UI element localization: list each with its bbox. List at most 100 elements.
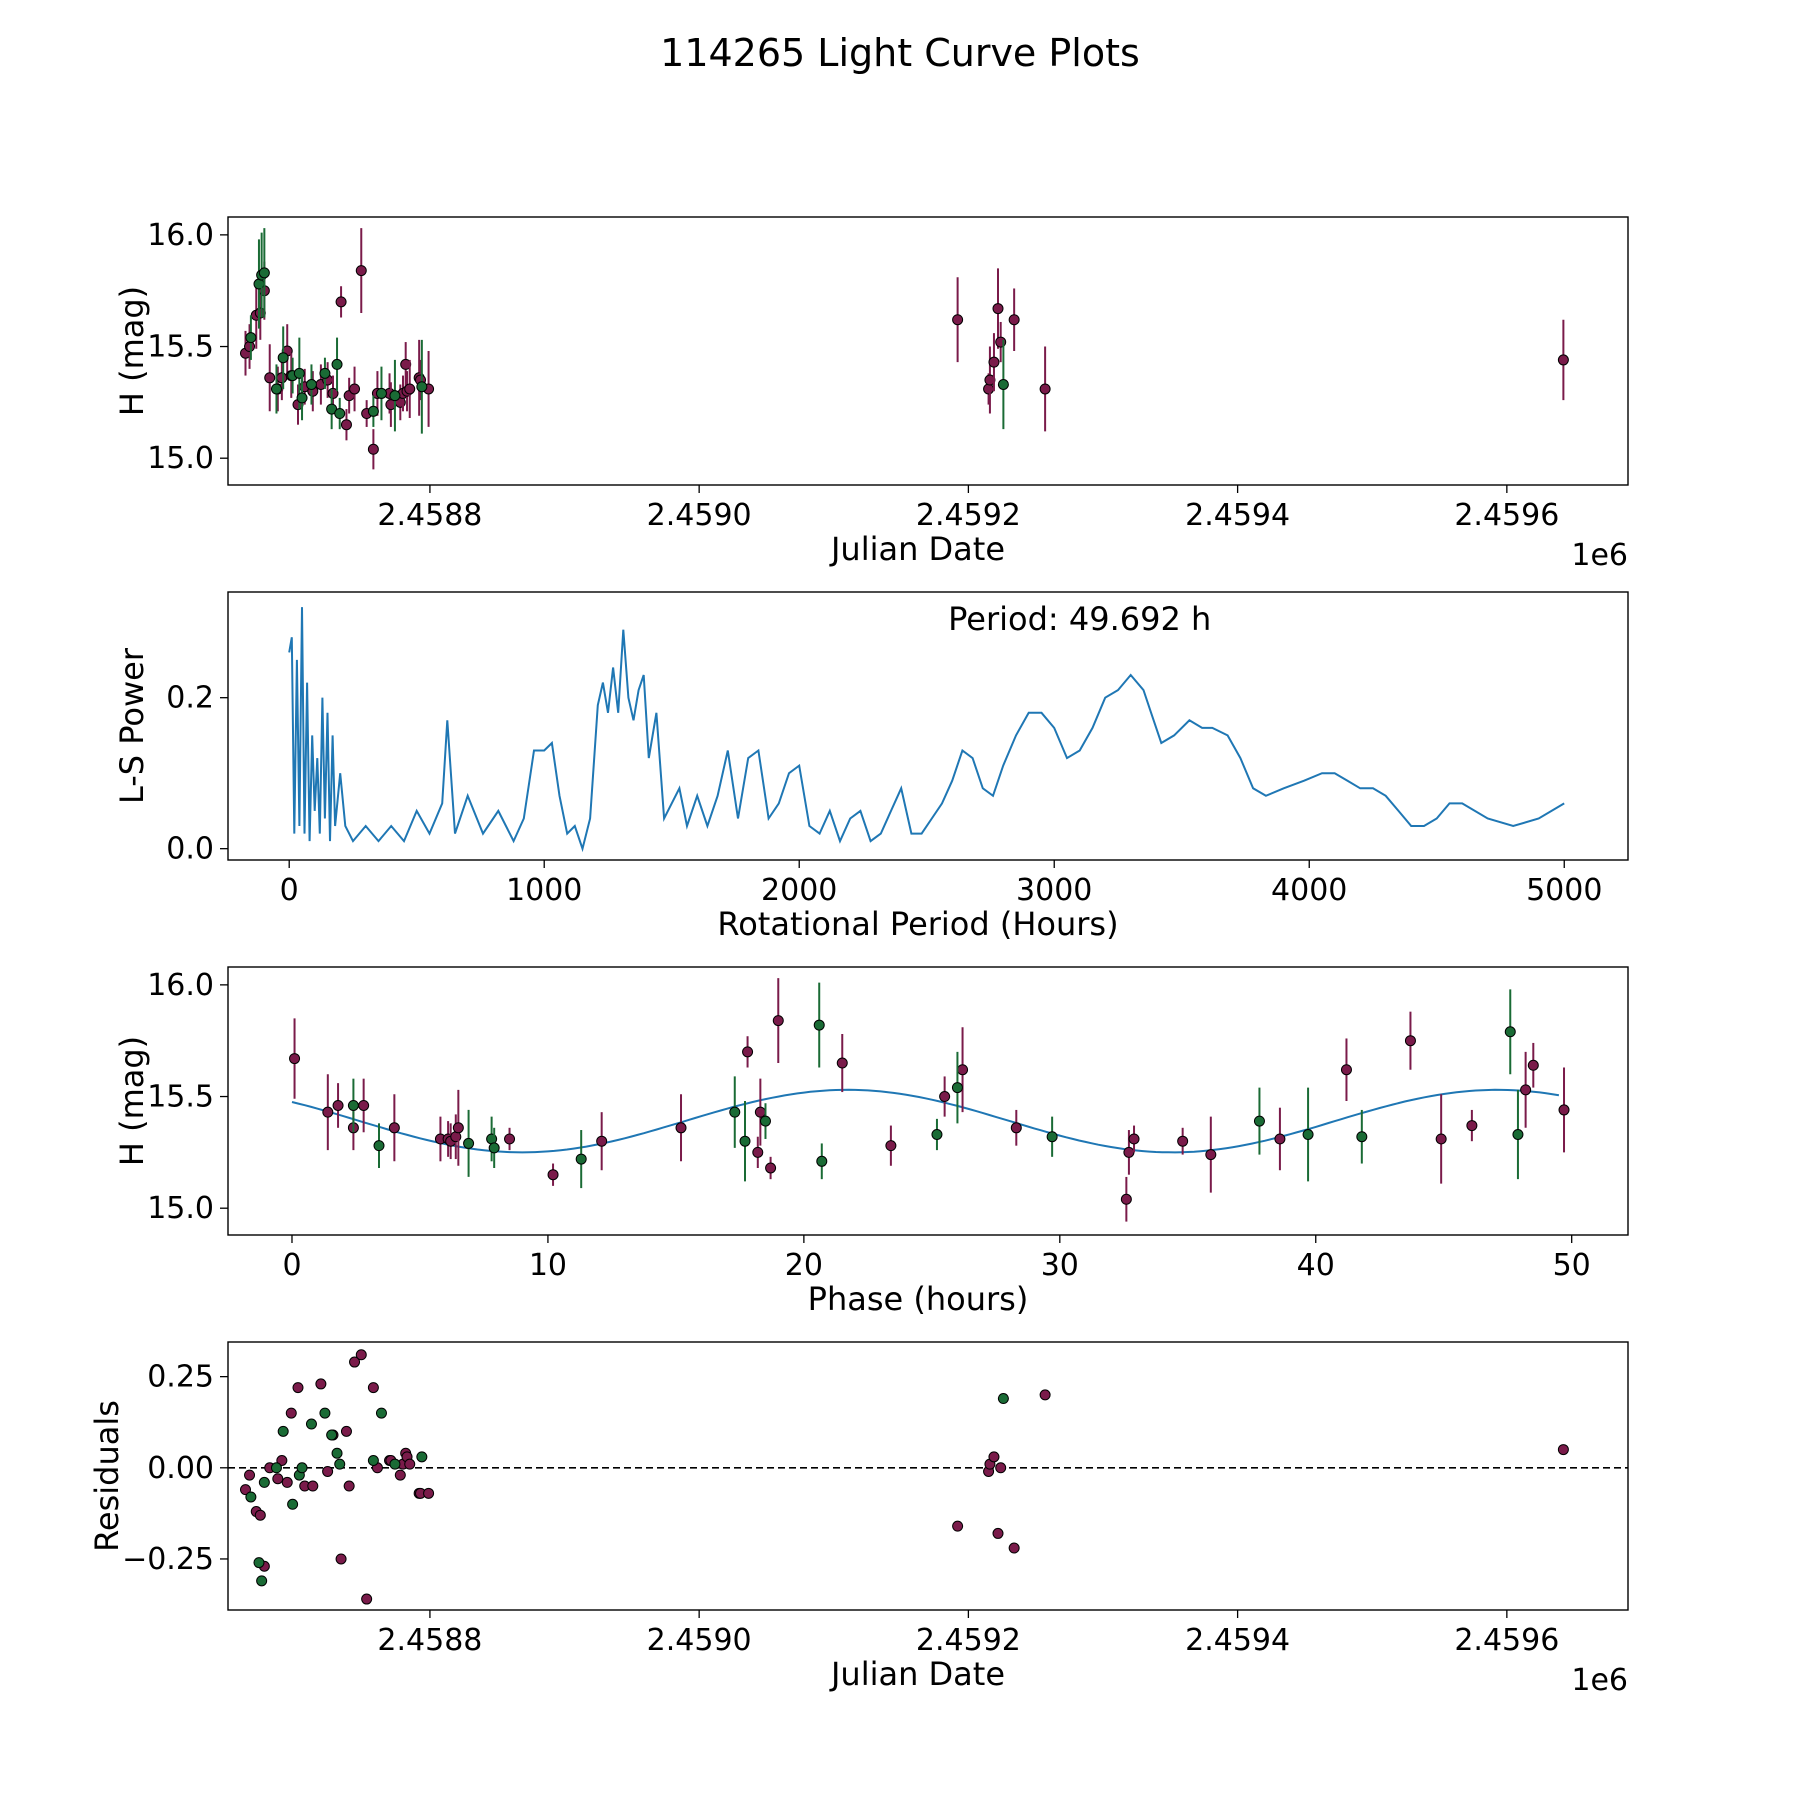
data-point-red <box>1557 354 1569 366</box>
data-point-red <box>332 1099 344 1111</box>
plot-area <box>240 228 1569 470</box>
x-tick-label: 2.4594 <box>1185 1623 1290 1658</box>
data-point-red <box>988 356 1000 368</box>
data-point-green <box>1356 1131 1368 1143</box>
data-point-red <box>452 1122 464 1134</box>
y-tick-label: 0.25 <box>147 1360 214 1395</box>
data-point-green <box>245 332 257 344</box>
plot-area <box>289 978 1570 1222</box>
data-point-green <box>305 379 317 390</box>
y-axis-label: L-S Power <box>113 647 151 804</box>
data-point-green <box>739 1135 751 1147</box>
axes-frame <box>227 1341 1629 1611</box>
data-point-red <box>404 1458 416 1470</box>
y-tick-label: 15.5 <box>147 1080 214 1115</box>
axes-frame <box>227 591 1629 861</box>
data-point-red <box>240 1484 251 1496</box>
x-axis-label: Julian Date <box>829 1655 1005 1693</box>
data-point-red <box>957 1064 969 1076</box>
data-point-red <box>404 383 416 395</box>
data-point-red <box>340 419 352 431</box>
panel-resid: 2.4588 2.4590 2.4592 2.4594 2.4596 −0.25 0.00 0… <box>88 1341 1629 1698</box>
x-tick-label: 5000 <box>1526 873 1602 908</box>
data-point-red <box>1557 1444 1569 1456</box>
data-point-green <box>389 390 401 402</box>
data-point-green <box>759 1115 771 1127</box>
periodogram-line <box>288 607 1565 853</box>
data-point-green <box>416 1451 428 1463</box>
data-point-red <box>340 1425 352 1437</box>
data-point-green <box>277 1425 289 1437</box>
data-point-red <box>244 1469 256 1481</box>
data-point-red <box>281 1476 293 1488</box>
data-point-green <box>1302 1129 1314 1140</box>
data-point-green <box>997 379 1009 390</box>
data-point-green <box>367 405 379 417</box>
plot-area <box>228 1349 1628 1605</box>
y-tick-label: 16.0 <box>147 968 214 1003</box>
data-point-red <box>742 1046 754 1058</box>
data-point-green <box>319 367 331 379</box>
panel-ls: 0 1000 2000 3000 4000 5000 0.0 0.2 Rotational Pe… <box>113 591 1629 943</box>
data-point-red <box>272 1473 284 1485</box>
data-point-red <box>244 341 256 353</box>
data-point-red <box>423 1487 435 1499</box>
data-point-red <box>952 314 964 326</box>
plot-area <box>288 607 1565 853</box>
data-point-red <box>765 1162 777 1174</box>
x-tick-label: 2.4590 <box>647 498 752 533</box>
data-point-green <box>1504 1026 1516 1038</box>
data-point-red <box>367 443 379 455</box>
period-annotation: Period: 49.692 h <box>948 600 1211 638</box>
axes-frame <box>227 966 1629 1236</box>
data-point-green <box>331 358 343 370</box>
data-point-red <box>939 1091 951 1103</box>
data-point-red <box>1039 383 1051 395</box>
y-tick-label: 0.2 <box>166 681 214 716</box>
x-tick-label: 30 <box>1041 1248 1079 1283</box>
data-point-green <box>367 1455 379 1467</box>
data-point-green <box>1046 1131 1058 1143</box>
data-point-green <box>1512 1129 1524 1140</box>
data-point-red <box>254 1509 266 1521</box>
data-point-red <box>358 1099 370 1111</box>
data-point-green <box>287 1498 299 1510</box>
data-point-red <box>1274 1133 1286 1145</box>
data-point-red <box>1527 1059 1539 1071</box>
y-tick-label: 15.0 <box>147 1191 214 1226</box>
x-tick-label: 50 <box>1553 1248 1591 1283</box>
data-point-green <box>1253 1115 1265 1127</box>
data-point-red <box>322 1465 334 1477</box>
x-tick-label: 3000 <box>1016 873 1092 908</box>
data-point-green <box>389 1458 401 1470</box>
data-point-red <box>1008 1542 1020 1554</box>
data-point-green <box>331 1447 343 1459</box>
data-point-red <box>388 1122 400 1134</box>
data-point-red <box>1008 314 1020 326</box>
data-point-red <box>276 372 288 384</box>
y-tick-label: 0.00 <box>147 1451 214 1486</box>
data-point-red <box>1177 1135 1189 1147</box>
data-point-red <box>988 1451 1000 1463</box>
x-tick-label: 2000 <box>761 873 837 908</box>
data-point-green <box>277 352 289 364</box>
data-point-green <box>258 267 270 279</box>
data-point-red <box>292 1382 304 1394</box>
data-point-red <box>335 1553 347 1565</box>
data-point-green <box>997 1393 1009 1405</box>
data-point-red <box>285 1407 297 1419</box>
data-point-red <box>289 1053 301 1065</box>
data-point-green <box>270 383 282 395</box>
data-point-red <box>1466 1120 1478 1132</box>
data-point-red <box>992 303 1004 315</box>
data-point-green <box>326 1429 338 1441</box>
data-point-red <box>322 1106 334 1118</box>
data-point-red <box>772 1015 784 1027</box>
data-point-red <box>327 387 339 399</box>
x-tick-label: 4000 <box>1271 873 1347 908</box>
data-point-green <box>729 1106 741 1118</box>
x-tick-label: 1000 <box>506 873 582 908</box>
data-point-green <box>256 1575 268 1587</box>
